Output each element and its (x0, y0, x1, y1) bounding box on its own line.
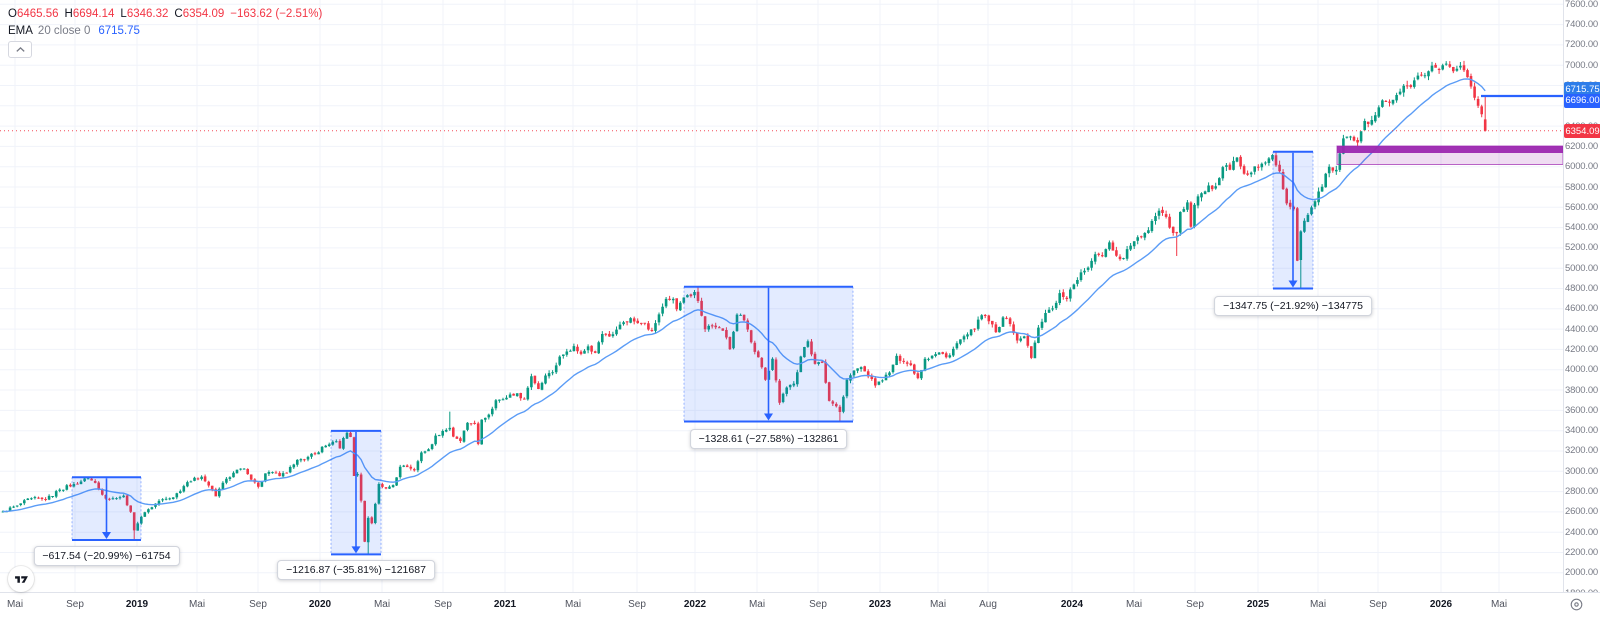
close-price-badge: 6354.09 (1564, 124, 1600, 139)
price-axis[interactable]: 1800.002000.002200.002400.002600.002800.… (1563, 0, 1600, 599)
indicator-value: 6715.75 (98, 25, 140, 37)
ohlc-values: O6465.56 H6694.14 L6346.32 C6354.09 −163.62 … (8, 6, 322, 23)
ohlc-value: 6694.14 (72, 8, 115, 20)
time-tick-year: 2024 (1060, 599, 1084, 610)
price-tick-label: 2000.00 (1565, 567, 1598, 579)
time-tick-month: Sep (1186, 599, 1204, 610)
time-tick-month: Mai (1125, 599, 1143, 610)
price-tick-label: 6000.00 (1565, 161, 1598, 173)
time-tick-month: Mai (373, 599, 391, 610)
price-tick-label: 3600.00 (1565, 404, 1598, 416)
price-tick-label: 2200.00 (1565, 546, 1598, 558)
time-axis[interactable]: Mai Sep 2019 Mai Sep 2020 Mai Sep 2021 Mai Sep 2022… (0, 592, 1600, 620)
chart-pane[interactable]: −617.54 (−20.99%) −61754 −1216.87 (−35.81… (0, 0, 1563, 592)
symbol-legend[interactable]: O6465.56 H6694.14 L6346.32 C6354.09 −163.62 … (8, 6, 322, 40)
price-tick-label: 7200.00 (1565, 39, 1598, 51)
time-tick-year: 2019 (125, 599, 149, 610)
ohlc-value: 6354.09 (182, 8, 225, 20)
price-tick-label: 2800.00 (1565, 486, 1598, 498)
time-tick-year: 2020 (308, 599, 332, 610)
price-tick-label: 5400.00 (1565, 222, 1598, 234)
price-range-measurement[interactable] (683, 285, 854, 423)
ohlc-letter: L (120, 8, 127, 20)
clock-circle-icon (1570, 598, 1583, 611)
price-range-measurement[interactable] (71, 476, 142, 541)
time-tick-month: Aug (979, 599, 997, 610)
time-tick-month: Mai (1309, 599, 1327, 610)
time-tick-month: Sep (628, 599, 646, 610)
time-tick-month: Mai (564, 599, 582, 610)
price-tick-label: 2600.00 (1565, 506, 1598, 518)
price-tick-label: 3400.00 (1565, 425, 1598, 437)
legend-collapse-button[interactable] (8, 41, 32, 58)
price-tick-label: 2400.00 (1565, 526, 1598, 538)
time-tick-month: Mai (1490, 599, 1508, 610)
time-tick-month: Sep (66, 599, 84, 610)
ray-price-badge: 6696.00 (1564, 93, 1600, 108)
time-tick-month: Mai (748, 599, 766, 610)
price-tick-label: 4200.00 (1565, 343, 1598, 355)
time-tick-year: 2023 (868, 599, 892, 610)
time-tick-year: 2026 (1429, 599, 1453, 610)
price-tick-label: 3800.00 (1565, 384, 1598, 396)
indicator-name: EMA (8, 25, 33, 37)
price-tick-label: 6200.00 (1565, 140, 1598, 152)
price-tick-label: 3200.00 (1565, 445, 1598, 457)
time-settings-icon[interactable] (1570, 598, 1583, 616)
supply-zone-drawing[interactable] (1336, 145, 1563, 165)
price-range-measurement[interactable] (1272, 150, 1314, 290)
price-tick-label: 4600.00 (1565, 303, 1598, 315)
tradingview-logo[interactable] (8, 566, 34, 592)
time-tick-year: 2022 (683, 599, 707, 610)
price-tick-label: 7000.00 (1565, 59, 1598, 71)
time-tick-month: Mai (188, 599, 206, 610)
price-tick-label: 4800.00 (1565, 283, 1598, 295)
time-tick-month: Mai (929, 599, 947, 610)
price-tick-label: 4400.00 (1565, 323, 1598, 335)
time-tick-month: Sep (809, 599, 827, 610)
price-tick-label: 5800.00 (1565, 181, 1598, 193)
indicator-settings: 20 close 0 (37, 25, 91, 37)
price-tick-label: 7400.00 (1565, 19, 1598, 31)
ohlc-letter: C (174, 8, 183, 20)
time-tick-month: Sep (249, 599, 267, 610)
time-tick-month: Sep (1369, 599, 1387, 610)
price-tick-label: 3000.00 (1565, 465, 1598, 477)
price-tick-label: 7600.00 (1565, 0, 1598, 10)
time-tick-year: 2021 (493, 599, 517, 610)
price-tick-label: 4000.00 (1565, 364, 1598, 376)
ema-price-badge: 6715.75 (1564, 82, 1600, 96)
price-tick-label: 5200.00 (1565, 242, 1598, 254)
chevron-up-icon (15, 47, 25, 52)
price-range-measurement[interactable] (330, 429, 382, 556)
change-value: −163.62 (−2.51%) (230, 8, 323, 20)
ema-line[interactable] (2, 78, 1486, 513)
time-tick-month: Mai (6, 599, 24, 610)
price-tick-label: 5600.00 (1565, 201, 1598, 213)
time-tick-month: Sep (434, 599, 452, 610)
ohlc-letter: H (64, 8, 73, 20)
price-tick-label: 5000.00 (1565, 262, 1598, 274)
tradingview-mark-icon (14, 575, 28, 583)
ohlc-value: 6465.56 (16, 8, 59, 20)
time-tick-year: 2025 (1246, 599, 1270, 610)
ohlc-letter: O (8, 8, 17, 20)
ohlc-value: 6346.32 (126, 8, 169, 20)
indicator-legend[interactable]: EMA 20 close 0 6715.75 (8, 23, 322, 40)
